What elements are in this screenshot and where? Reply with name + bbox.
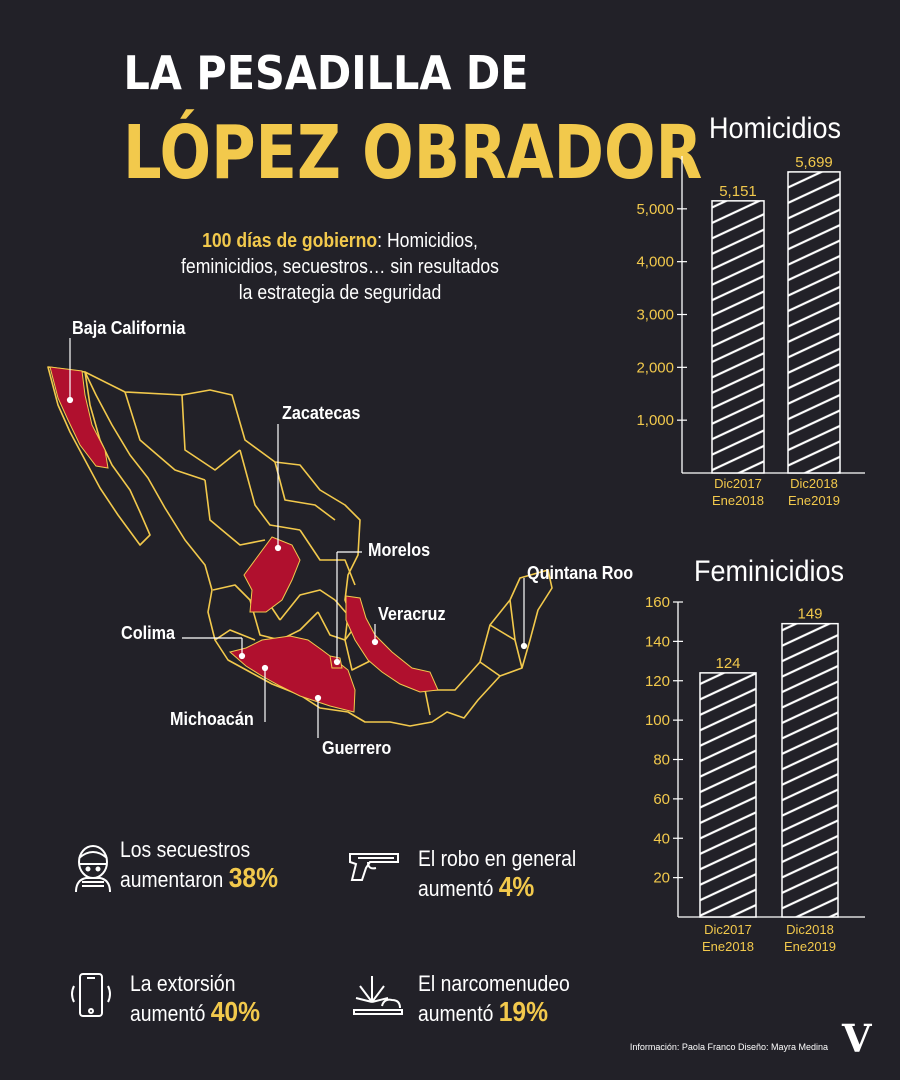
label-guerrero: Guerrero xyxy=(322,738,392,758)
stat-robo: El robo en general aumentó 4% xyxy=(418,845,576,903)
y-tick-label: 4,000 xyxy=(636,254,674,271)
credits: Información: Paola Franco Diseño: Mayra … xyxy=(629,1042,828,1052)
y-tick-label: 2,000 xyxy=(636,359,674,376)
phone-icon xyxy=(71,973,111,1017)
state-michoacan-guerrero xyxy=(228,635,356,713)
stat-robo-line1: El robo en general xyxy=(418,846,577,871)
bar-value-label: 149 xyxy=(797,606,822,623)
chart-title-homicidios: Homicidios xyxy=(709,112,842,145)
stat-extorsion-pct: 40% xyxy=(210,996,261,1027)
y-tick-label: 20 xyxy=(653,870,670,887)
label-morelos: Morelos xyxy=(368,540,431,560)
homicidios-chart: 1,000 2,000 3,000 4,000 5,000 5,151 Dic2017 Ene… xyxy=(636,154,865,508)
stat-extorsion-line2: aumentó xyxy=(130,1001,211,1026)
x-category-label: Ene2018 xyxy=(712,493,764,508)
gun-icon xyxy=(349,853,399,881)
bar xyxy=(781,622,839,918)
x-category-label: Dic2017 xyxy=(714,476,762,491)
feminicidios-chart: 20 40 60 80 100 120 140 160 124 Dic2017 Ene2018 149… xyxy=(645,594,865,954)
stat-secuestros: Los secuestros aumentaron 38% xyxy=(120,836,278,894)
state-veracruz xyxy=(345,595,439,693)
subtitle: 100 días de gobierno: Homicidios, femini… xyxy=(129,228,551,306)
x-category-label: Dic2017 xyxy=(704,922,752,937)
state-baja-california xyxy=(49,366,109,469)
x-category-label: Ene2019 xyxy=(784,939,836,954)
y-tick-label: 3,000 xyxy=(636,307,674,324)
kidnap-person-icon xyxy=(75,845,111,893)
stat-robo-pct: 4% xyxy=(498,871,535,902)
stat-secuestros-pct: 38% xyxy=(228,862,279,893)
y-tick-label: 100 xyxy=(645,712,670,729)
state-zacatecas xyxy=(243,536,301,613)
brand-logo: V xyxy=(842,1016,872,1061)
label-colima: Colima xyxy=(121,623,176,643)
subtitle-part-2: feminicidios, secuestros… sin resultados xyxy=(181,256,499,278)
stat-narcomenudeo-line1: El narcomenudeo xyxy=(418,971,570,996)
y-tick-label: 120 xyxy=(645,673,670,690)
stat-narcomenudeo: El narcomenudeo aumentó 19% xyxy=(418,970,570,1028)
stat-robo-line2: aumentó xyxy=(418,876,499,901)
x-category-label: Dic2018 xyxy=(786,922,834,937)
bar xyxy=(787,171,841,474)
subtitle-part-1: : Homicidios, xyxy=(377,230,478,252)
stat-narcomenudeo-line2: aumentó xyxy=(418,1001,499,1026)
mexico-map xyxy=(47,338,553,738)
bar-value-label: 5,699 xyxy=(795,154,833,171)
title-line-1: LA PESADILLA DE xyxy=(123,46,529,100)
y-tick-label: 1,000 xyxy=(636,412,674,429)
stat-secuestros-line2: aumentaron xyxy=(120,867,229,892)
highlighted-states xyxy=(49,366,439,713)
stat-narcomenudeo-pct: 19% xyxy=(498,996,549,1027)
label-michoacan: Michoacán xyxy=(170,709,254,729)
x-category-label: Ene2018 xyxy=(702,939,754,954)
cannabis-icon xyxy=(353,976,403,1015)
y-tick-label: 40 xyxy=(653,830,670,847)
label-baja-california: Baja California xyxy=(72,318,186,338)
bar xyxy=(699,672,757,918)
map-leaders xyxy=(66,338,528,738)
subtitle-part-3: la estrategia de seguridad xyxy=(238,282,442,304)
chart-title-feminicidios: Feminicidios xyxy=(694,555,845,588)
label-veracruz: Veracruz xyxy=(378,604,446,624)
bar xyxy=(711,200,765,474)
bar-value-label: 124 xyxy=(715,655,740,672)
stat-extorsion: La extorsión aumentó 40% xyxy=(130,970,260,1028)
title-line-2: LÓPEZ OBRADOR xyxy=(123,110,703,196)
y-tick-label: 140 xyxy=(645,633,670,650)
label-zacatecas: Zacatecas xyxy=(282,403,361,423)
y-tick-label: 5,000 xyxy=(636,201,674,218)
stat-secuestros-line1: Los secuestros xyxy=(120,837,251,862)
y-tick-label: 80 xyxy=(653,752,670,769)
bar-value-label: 5,151 xyxy=(719,183,757,200)
subtitle-highlight: 100 días de gobierno xyxy=(202,230,378,252)
y-tick-label: 160 xyxy=(645,594,670,611)
label-quintana-roo: Quintana Roo xyxy=(527,563,634,583)
y-tick-label: 60 xyxy=(653,791,670,808)
x-category-label: Dic2018 xyxy=(790,476,838,491)
x-category-label: Ene2019 xyxy=(788,493,840,508)
stat-extorsion-line1: La extorsión xyxy=(130,971,236,996)
